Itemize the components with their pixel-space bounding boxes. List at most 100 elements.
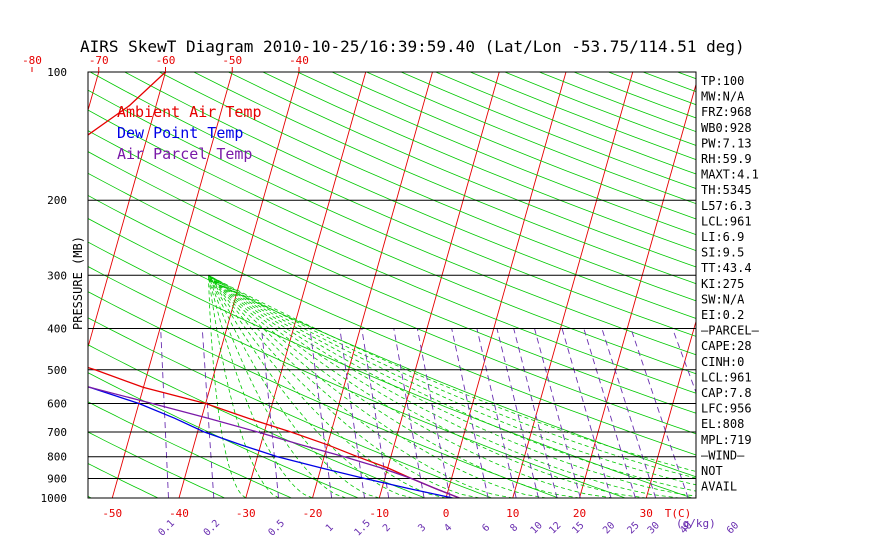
series-line [88, 386, 453, 498]
dry-adiabat-line [123, 72, 696, 319]
moist-adiabat-line [208, 275, 313, 498]
mixing-ratio-line [672, 328, 696, 394]
top-temp-tick-label: -60 [156, 54, 176, 67]
mixing-ratio-label: 6 [480, 522, 492, 534]
pressure-tick-label: 200 [47, 194, 67, 207]
moist-adiabat-line [208, 275, 413, 498]
mixing-ratio-line [160, 328, 169, 498]
mixing-ratio-line [201, 328, 215, 498]
isotherm-line [777, 53, 870, 508]
bottom-temp-tick-label: -30 [236, 507, 256, 520]
legend-entry: Dew Point Temp [117, 124, 243, 142]
moist-adiabat-line [208, 274, 696, 486]
series-line [88, 72, 460, 498]
bottom-temp-tick-label: -50 [102, 507, 122, 520]
index-readout: –WIND– [701, 448, 745, 462]
legend-entry: Ambient Air Temp [117, 103, 262, 121]
mixing-ratio-line [451, 328, 489, 498]
moist-adiabat-line [208, 274, 680, 498]
temperature-unit-label: T(C) [665, 507, 692, 520]
bottom-temp-tick-label: -10 [369, 507, 389, 520]
mixing-ratio-label: 0.1 [156, 518, 177, 539]
mixing-ratio-label: 0.5 [267, 518, 288, 539]
isotherm-line [245, 72, 367, 498]
dry-adiabat-line [88, 463, 159, 498]
mixing-ratio-line [339, 328, 365, 498]
dry-adiabat-line [88, 195, 696, 456]
dry-adiabat-line [88, 344, 427, 498]
pressure-tick-label: 700 [47, 426, 67, 439]
dry-adiabat-line [88, 89, 696, 356]
index-readout: LI:6.9 [701, 230, 744, 244]
mixing-ratio-label: 1 [324, 522, 336, 534]
bottom-temp-tick-label: 0 [443, 507, 450, 520]
mixing-ratio-label: 10 [529, 520, 545, 536]
y-axis-label: PRESSURE (MB) [71, 236, 85, 330]
pressure-tick-label: 400 [47, 322, 67, 335]
dry-adiabat-line [89, 72, 696, 337]
mixing-ratio-line [416, 328, 451, 498]
moist-adiabat-line [208, 274, 613, 498]
dry-adiabat-line [261, 72, 696, 252]
moist-adiabat-line [208, 274, 696, 492]
mixing-ratio-line [496, 328, 539, 498]
dry-adiabat-line [88, 401, 293, 498]
mixing-ratio-label: 25 [625, 520, 641, 536]
legend-entry: Air Parcel Temp [117, 145, 252, 163]
index-readout: –PARCEL– [701, 324, 760, 338]
dry-adiabat-line [88, 172, 696, 435]
series-line [88, 386, 460, 498]
mixing-ratio-label: 4 [442, 522, 454, 534]
mixing-ratio-label: 30 [646, 520, 662, 536]
index-readout: CAPE:28 [701, 339, 752, 353]
top-temp-tick-label: -40 [289, 54, 309, 67]
pressure-tick-label: 800 [47, 451, 67, 464]
index-readout: LCL:961 [701, 214, 752, 228]
moist-adiabat-line [208, 274, 696, 497]
index-readout: TT:43.4 [701, 261, 752, 275]
dry-adiabat-line [400, 72, 696, 190]
mixing-ratio-label: 20 [601, 520, 617, 536]
index-readout: MPL:719 [701, 433, 752, 447]
mixing-ratio-line [476, 328, 517, 498]
index-readout: L57:6.3 [701, 199, 752, 213]
mixing-ratio-label: 60 [725, 520, 741, 536]
isotherm-line [0, 53, 37, 508]
pressure-tick-label: 1000 [41, 492, 68, 505]
index-readout: FRZ:968 [701, 105, 752, 119]
isotherm-line [645, 319, 696, 498]
pressure-tick-label: 900 [47, 473, 67, 486]
dry-adiabat-line [88, 109, 696, 375]
mixing-ratio-line [261, 328, 280, 498]
moist-adiabat-line [208, 275, 580, 498]
pressure-tick-label: 300 [47, 269, 67, 282]
moist-adiabat-line [208, 275, 480, 498]
dry-adiabat-line [88, 151, 696, 414]
moist-adiabat-line [208, 274, 647, 498]
dry-adiabat-line [572, 72, 696, 119]
isotherm-line [579, 82, 696, 498]
index-readout: EL:808 [701, 417, 744, 431]
moist-adiabat-line [208, 275, 547, 498]
isotherm-line [844, 53, 870, 508]
mixing-ratio-line [393, 328, 425, 498]
pressure-tick-label: 500 [47, 364, 67, 377]
index-readout: RH:59.9 [701, 152, 752, 166]
dry-adiabat-line [503, 72, 696, 146]
isotherm-line [111, 72, 233, 498]
isotherm-line [445, 72, 567, 498]
index-readout: NOT [701, 464, 723, 478]
dry-adiabat-line [192, 72, 696, 285]
mixing-ratio-line [513, 328, 558, 498]
dry-adiabat-line [538, 72, 696, 133]
isotherm-line [378, 72, 500, 498]
mixing-ratio-label: 2 [381, 522, 393, 534]
dry-adiabat-line [296, 72, 696, 236]
index-readout: KI:275 [701, 277, 744, 291]
bottom-temp-tick-label: 20 [573, 507, 586, 520]
bottom-temp-tick-label: -20 [303, 507, 323, 520]
mixing-ratio-unit-label: (g/kg) [676, 517, 716, 530]
bottom-temp-tick-label: -40 [169, 507, 189, 520]
mixing-ratio-line [361, 328, 390, 498]
